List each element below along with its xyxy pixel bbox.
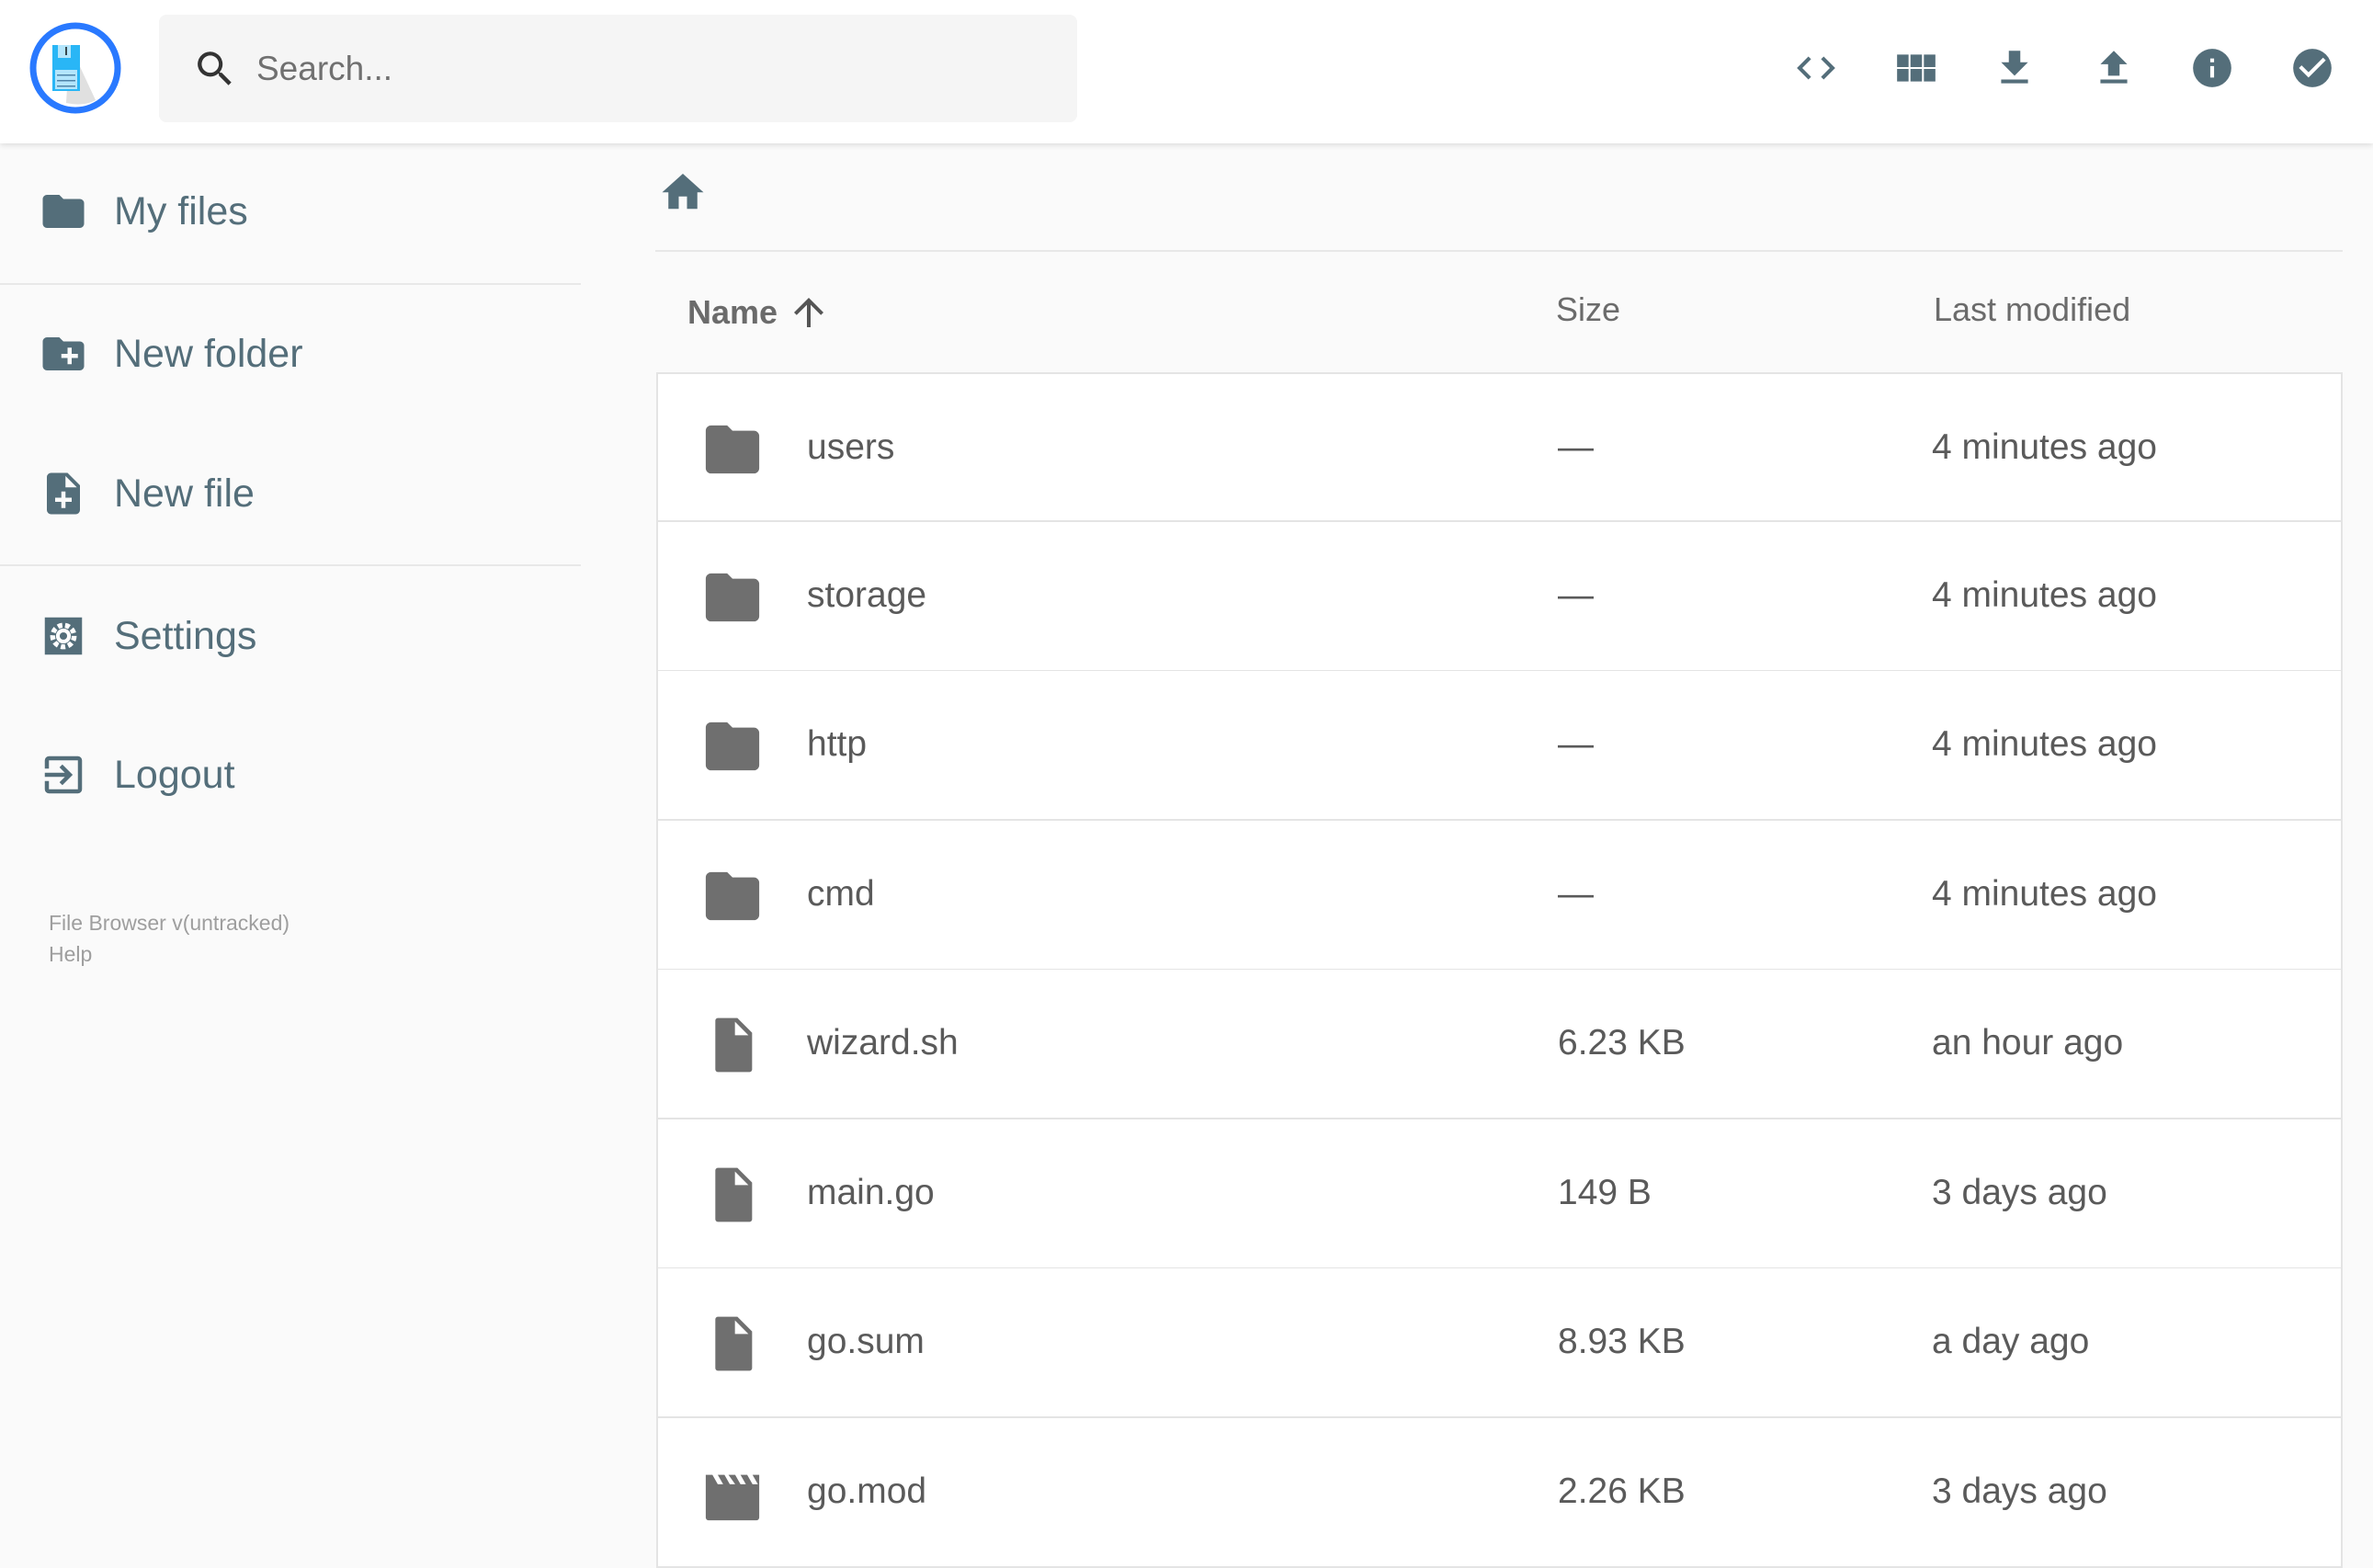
search-bar[interactable] <box>159 15 1077 122</box>
sidebar-item-label: New folder <box>114 331 303 376</box>
file-row[interactable]: http — 4 minutes ago <box>656 671 2343 821</box>
file-modified: a day ago <box>1932 1322 2090 1361</box>
file-size: — <box>1558 427 1594 467</box>
file-name: wizard.sh <box>807 1023 959 1062</box>
file-size: — <box>1558 873 1594 914</box>
file-modified: 4 minutes ago <box>1932 873 2157 914</box>
file-row[interactable]: storage — 4 minutes ago <box>656 521 2343 672</box>
top-bar <box>0 0 2373 143</box>
help-link[interactable]: Help <box>49 942 93 966</box>
search-input[interactable] <box>256 49 992 88</box>
file-modified: 4 minutes ago <box>1932 427 2157 467</box>
file-size: 2.26 KB <box>1558 1471 1686 1511</box>
sidebar-item-logout[interactable]: Logout <box>0 724 581 825</box>
file-row[interactable]: users — 4 minutes ago <box>656 372 2343 522</box>
file-row[interactable]: go.mod 2.26 KB 3 days ago <box>656 1417 2343 1568</box>
file-modified: 3 days ago <box>1932 1471 2107 1511</box>
column-header-name[interactable]: Name <box>687 290 831 335</box>
file-name: cmd <box>807 873 875 914</box>
search-icon <box>198 51 232 85</box>
sidebar: My files New folder New file Settings Lo… <box>0 143 581 1526</box>
file-icon <box>715 1017 753 1073</box>
file-row[interactable]: wizard.sh 6.23 KB an hour ago <box>656 970 2343 1119</box>
movie-icon <box>705 1474 760 1520</box>
file-modified: an hour ago <box>1932 1023 2124 1062</box>
file-icon <box>715 1167 753 1221</box>
file-row[interactable]: go.sum 8.93 KB a day ago <box>656 1268 2343 1418</box>
file-name: go.mod <box>807 1471 927 1511</box>
divider <box>655 250 2343 252</box>
code-view-icon[interactable] <box>1793 45 1839 91</box>
grid-view-icon[interactable] <box>1893 45 1939 91</box>
column-label: Name <box>687 293 778 331</box>
folder-plus-icon <box>42 337 85 370</box>
sidebar-item-settings[interactable]: Settings <box>0 585 581 687</box>
folder-icon <box>705 722 760 771</box>
version-text: File Browser v(untracked) <box>49 911 290 935</box>
divider <box>0 564 581 566</box>
sidebar-item-label: My files <box>114 188 248 233</box>
column-header-size[interactable]: Size <box>1556 290 1621 328</box>
folder-icon <box>705 425 760 474</box>
folder-icon <box>705 573 760 621</box>
download-icon[interactable] <box>1992 45 2038 91</box>
file-name: go.sum <box>807 1322 925 1361</box>
sidebar-item-label: New file <box>114 471 255 516</box>
file-size: — <box>1558 574 1594 615</box>
logout-icon <box>44 756 83 794</box>
file-name: storage <box>807 574 927 615</box>
file-name: main.go <box>807 1172 935 1212</box>
file-modified: 3 days ago <box>1932 1172 2107 1212</box>
sidebar-item-new-folder[interactable]: New folder <box>0 303 581 404</box>
file-size: 149 B <box>1558 1172 1652 1212</box>
arrow-up-icon <box>794 298 824 327</box>
divider <box>0 283 581 285</box>
select-check-icon[interactable] <box>2289 45 2335 91</box>
file-modified: 4 minutes ago <box>1932 724 2157 764</box>
file-row[interactable]: main.go 149 B 3 days ago <box>656 1119 2343 1269</box>
file-plus-icon <box>47 472 80 515</box>
info-icon[interactable] <box>2189 45 2235 91</box>
sidebar-item-my-files[interactable]: My files <box>0 161 581 262</box>
home-icon[interactable] <box>658 167 708 213</box>
file-browser-logo[interactable] <box>29 22 121 114</box>
file-name: http <box>807 724 868 764</box>
file-size: — <box>1558 724 1594 764</box>
sidebar-item-label: Logout <box>114 752 235 797</box>
sidebar-item-label: Settings <box>114 613 257 658</box>
file-row[interactable]: cmd — 4 minutes ago <box>656 820 2343 971</box>
gear-icon <box>44 617 83 655</box>
file-size: 6.23 KB <box>1558 1023 1686 1062</box>
file-size: 8.93 KB <box>1558 1322 1686 1361</box>
folder-icon <box>705 871 760 920</box>
file-modified: 4 minutes ago <box>1932 574 2157 615</box>
sidebar-item-new-file[interactable]: New file <box>0 443 581 544</box>
column-header-modified[interactable]: Last modified <box>1934 290 2131 328</box>
folder-icon <box>42 195 85 228</box>
file-icon <box>715 1316 753 1371</box>
file-name: users <box>807 427 895 467</box>
upload-icon[interactable] <box>2091 45 2137 91</box>
